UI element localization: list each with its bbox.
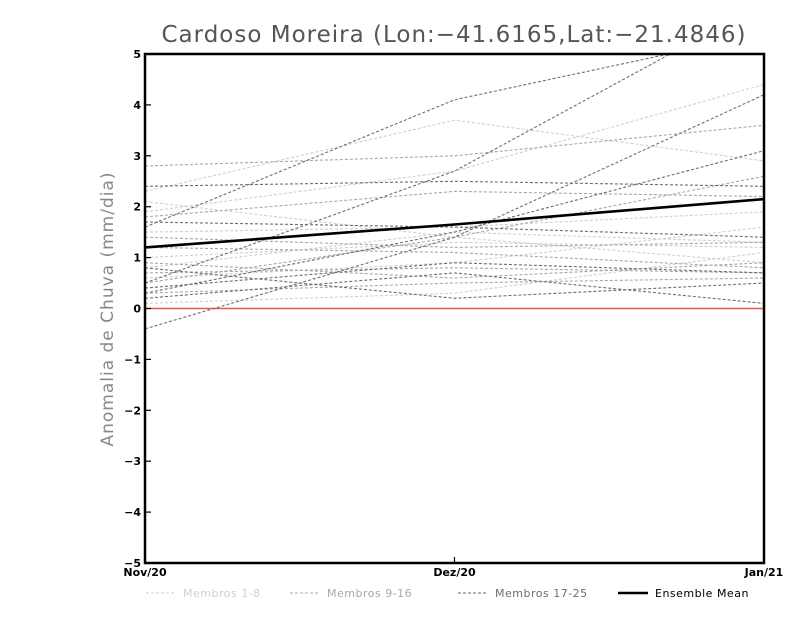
member-line-13 xyxy=(145,262,764,279)
legend: Membros 1-8 Membros 9-16 Membros 17-25 Ense… xyxy=(146,587,749,600)
legend-label: Membros 17-25 xyxy=(495,587,588,600)
member-line-14 xyxy=(145,267,764,274)
y-axis-label: Anomalia de Chuva (mm/dia) xyxy=(98,171,118,446)
member-line-24 xyxy=(145,267,764,299)
member-line-16 xyxy=(145,277,764,294)
member-line-10 xyxy=(145,190,764,218)
member-line-25 xyxy=(145,272,764,304)
y-tick-label: 5 xyxy=(133,48,141,61)
y-tick-label: 1 xyxy=(133,252,141,265)
member-line-9 xyxy=(145,124,764,167)
legend-label: Membros 1-8 xyxy=(183,587,261,600)
member-line-11 xyxy=(145,236,764,248)
x-axis-ticks: Nov/20 Dez/20 Jan/21 xyxy=(123,557,783,579)
member-line-22 xyxy=(145,221,764,238)
y-tick-label: 0 xyxy=(133,303,141,316)
member-line-1 xyxy=(145,119,764,192)
member-line-3 xyxy=(145,211,764,233)
member-line-6 xyxy=(145,226,764,279)
x-tick-label: Dez/20 xyxy=(433,566,476,579)
ensemble-mean-layer xyxy=(145,197,764,249)
y-tick-label: −3 xyxy=(124,455,141,468)
x-tick-label: Jan/21 xyxy=(744,566,784,579)
member-line-21 xyxy=(145,180,764,187)
member-line-23 xyxy=(145,262,764,289)
member-line-4 xyxy=(145,241,764,259)
x-tick-label: Nov/20 xyxy=(123,566,167,579)
legend-label: Membros 9-16 xyxy=(327,587,412,600)
y-tick-label: −2 xyxy=(124,404,141,417)
y-tick-label: −1 xyxy=(124,353,141,366)
member-line-2 xyxy=(145,83,764,213)
y-tick-label: 2 xyxy=(133,201,141,214)
legend-label: Ensemble Mean xyxy=(655,587,749,600)
member-line-7 xyxy=(145,251,764,304)
chart-title: Cardoso Moreira (Lon:−41.6165,Lat:−21.48… xyxy=(161,22,746,48)
member-line-20 xyxy=(145,150,764,294)
y-tick-label: 4 xyxy=(133,99,141,112)
member-line-17 xyxy=(145,54,672,228)
member-line-12 xyxy=(145,246,764,269)
series-layer xyxy=(145,54,764,330)
y-tick-label: 3 xyxy=(133,150,141,163)
y-tick-label: −5 xyxy=(124,557,141,570)
y-axis-ticks: 5 4 3 2 1 0 −1 −2 −3 −4 −5 xyxy=(124,48,151,570)
y-tick-label: −4 xyxy=(124,506,141,519)
member-line-19 xyxy=(145,94,764,330)
ensemble-mean-line xyxy=(145,197,764,249)
